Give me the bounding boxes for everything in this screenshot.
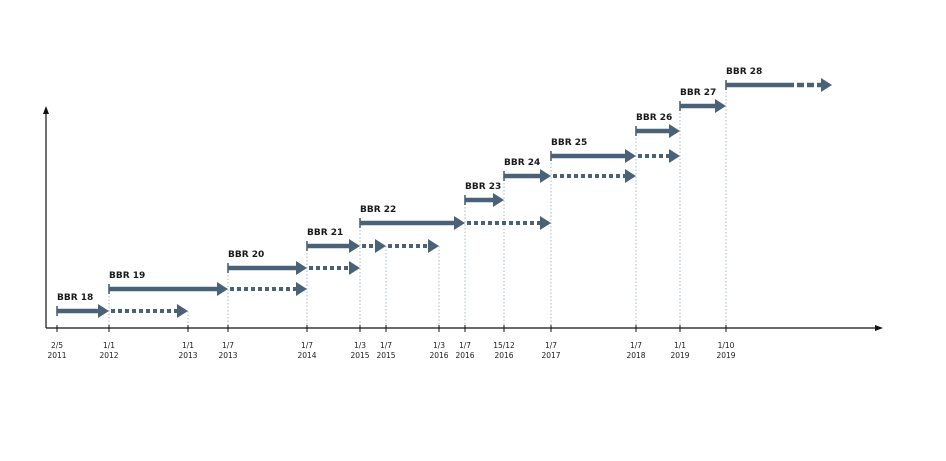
tick-label: 2/5 2011 bbox=[47, 341, 66, 360]
arrowhead bbox=[540, 169, 551, 183]
version-label: BBR 18 bbox=[57, 293, 93, 303]
tick-year: 2014 bbox=[297, 351, 316, 360]
version-bbr-22: BBR 22 bbox=[359, 205, 551, 230]
axes bbox=[43, 106, 883, 331]
arrowhead bbox=[669, 149, 680, 163]
arrowhead bbox=[821, 78, 832, 92]
arrowhead bbox=[454, 216, 465, 230]
version-bbr-20: BBR 20 bbox=[227, 250, 360, 275]
tick-day: 1/1 bbox=[182, 341, 194, 350]
x-axis-arrowhead bbox=[875, 325, 883, 331]
tick-year: 2013 bbox=[178, 351, 197, 360]
tick-day: 1/7 bbox=[630, 341, 642, 350]
tick-day: 1/3 bbox=[354, 341, 366, 350]
version-label: BBR 19 bbox=[109, 271, 145, 281]
version-label: BBR 23 bbox=[465, 182, 501, 192]
tick-day: 1/7 bbox=[380, 341, 392, 350]
arrowhead bbox=[715, 99, 726, 113]
version-bbr-27: BBR 27 bbox=[679, 88, 726, 113]
tick-year: 2013 bbox=[218, 351, 237, 360]
version-bbr-21: BBR 21 bbox=[306, 228, 439, 253]
version-label: BBR 26 bbox=[636, 113, 672, 123]
tick-label: 1/1 2019 bbox=[670, 341, 689, 360]
version-bbr-28: BBR 28 bbox=[725, 67, 832, 92]
arrowhead bbox=[669, 124, 680, 138]
tick-year: 2012 bbox=[99, 351, 118, 360]
tick-label: 1/7 2014 bbox=[297, 341, 316, 360]
arrowhead bbox=[428, 239, 439, 253]
version-bbr-25: BBR 25 bbox=[550, 138, 680, 163]
tick-year: 2015 bbox=[376, 351, 395, 360]
version-label: BBR 25 bbox=[551, 138, 587, 148]
tick-label: 1/7 2013 bbox=[218, 341, 237, 360]
y-axis-arrowhead bbox=[43, 106, 49, 114]
version-label: BBR 22 bbox=[360, 205, 396, 215]
version-label: BBR 20 bbox=[228, 250, 264, 260]
tick-day: 1/1 bbox=[674, 341, 686, 350]
arrowhead bbox=[177, 304, 188, 318]
tick-year: 2018 bbox=[626, 351, 645, 360]
tick-label: 15/12 2016 bbox=[493, 341, 515, 360]
tick-year: 2017 bbox=[541, 351, 560, 360]
tick-day: 1/10 bbox=[718, 341, 735, 350]
arrowhead bbox=[296, 282, 307, 296]
tick-day: 1/3 bbox=[433, 341, 445, 350]
arrowhead bbox=[349, 261, 360, 275]
version-label: BBR 28 bbox=[726, 67, 762, 77]
version-label: BBR 27 bbox=[680, 88, 716, 98]
version-bbr-23: BBR 23 bbox=[464, 182, 504, 207]
tick-day: 15/12 bbox=[493, 341, 515, 350]
tick-label: 1/10 2019 bbox=[716, 341, 735, 360]
tick-label: 1/7 2018 bbox=[626, 341, 645, 360]
version-bbr-24: BBR 24 bbox=[503, 158, 636, 183]
tick-label: 1/7 2015 bbox=[376, 341, 395, 360]
tick-label: 1/1 2012 bbox=[99, 341, 118, 360]
tick-year: 2019 bbox=[670, 351, 689, 360]
version-arrows: BBR 18 BBR 19 BBR 20 BBR 21 BBR 22 BBR 23 BBR … bbox=[56, 67, 832, 318]
tick-day: 1/7 bbox=[545, 341, 557, 350]
tick-year: 2019 bbox=[716, 351, 735, 360]
arrowhead bbox=[349, 239, 360, 253]
tick-label: 1/7 2017 bbox=[541, 341, 560, 360]
version-bbr-19: BBR 19 bbox=[108, 271, 307, 296]
arrowhead bbox=[98, 304, 109, 318]
tick-day: 2/5 bbox=[51, 341, 63, 350]
arrowhead bbox=[217, 282, 228, 296]
tick-year: 2016 bbox=[494, 351, 513, 360]
tick-label: 1/7 2016 bbox=[455, 341, 474, 360]
tick-day: 1/7 bbox=[301, 341, 313, 350]
tick-label: 1/1 2013 bbox=[178, 341, 197, 360]
version-label: BBR 21 bbox=[307, 228, 343, 238]
tick-year: 2011 bbox=[47, 351, 66, 360]
arrowhead bbox=[625, 149, 636, 163]
arrowhead bbox=[540, 216, 551, 230]
tick-year: 2016 bbox=[429, 351, 448, 360]
tick-day: 1/7 bbox=[459, 341, 471, 350]
arrowhead bbox=[625, 169, 636, 183]
arrowhead bbox=[375, 239, 386, 253]
tick-day: 1/1 bbox=[103, 341, 115, 350]
tick-day: 1/7 bbox=[222, 341, 234, 350]
guide-lines bbox=[108, 85, 727, 328]
tick-label: 1/3 2016 bbox=[429, 341, 448, 360]
tick-label: 1/3 2015 bbox=[350, 341, 369, 360]
arrowhead bbox=[493, 193, 504, 207]
version-bbr-18: BBR 18 bbox=[56, 293, 188, 318]
arrowhead bbox=[296, 261, 307, 275]
version-label: BBR 24 bbox=[504, 158, 540, 168]
version-bbr-26: BBR 26 bbox=[635, 113, 680, 138]
tick-year: 2015 bbox=[350, 351, 369, 360]
tick-year: 2016 bbox=[455, 351, 474, 360]
